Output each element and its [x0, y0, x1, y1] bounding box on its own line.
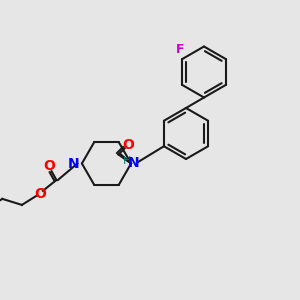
Text: N: N: [68, 157, 80, 170]
Text: O: O: [122, 138, 134, 152]
Text: H: H: [123, 156, 131, 166]
Text: F: F: [176, 43, 185, 56]
Text: O: O: [43, 160, 55, 173]
Text: N: N: [128, 156, 139, 170]
Text: O: O: [34, 188, 46, 201]
